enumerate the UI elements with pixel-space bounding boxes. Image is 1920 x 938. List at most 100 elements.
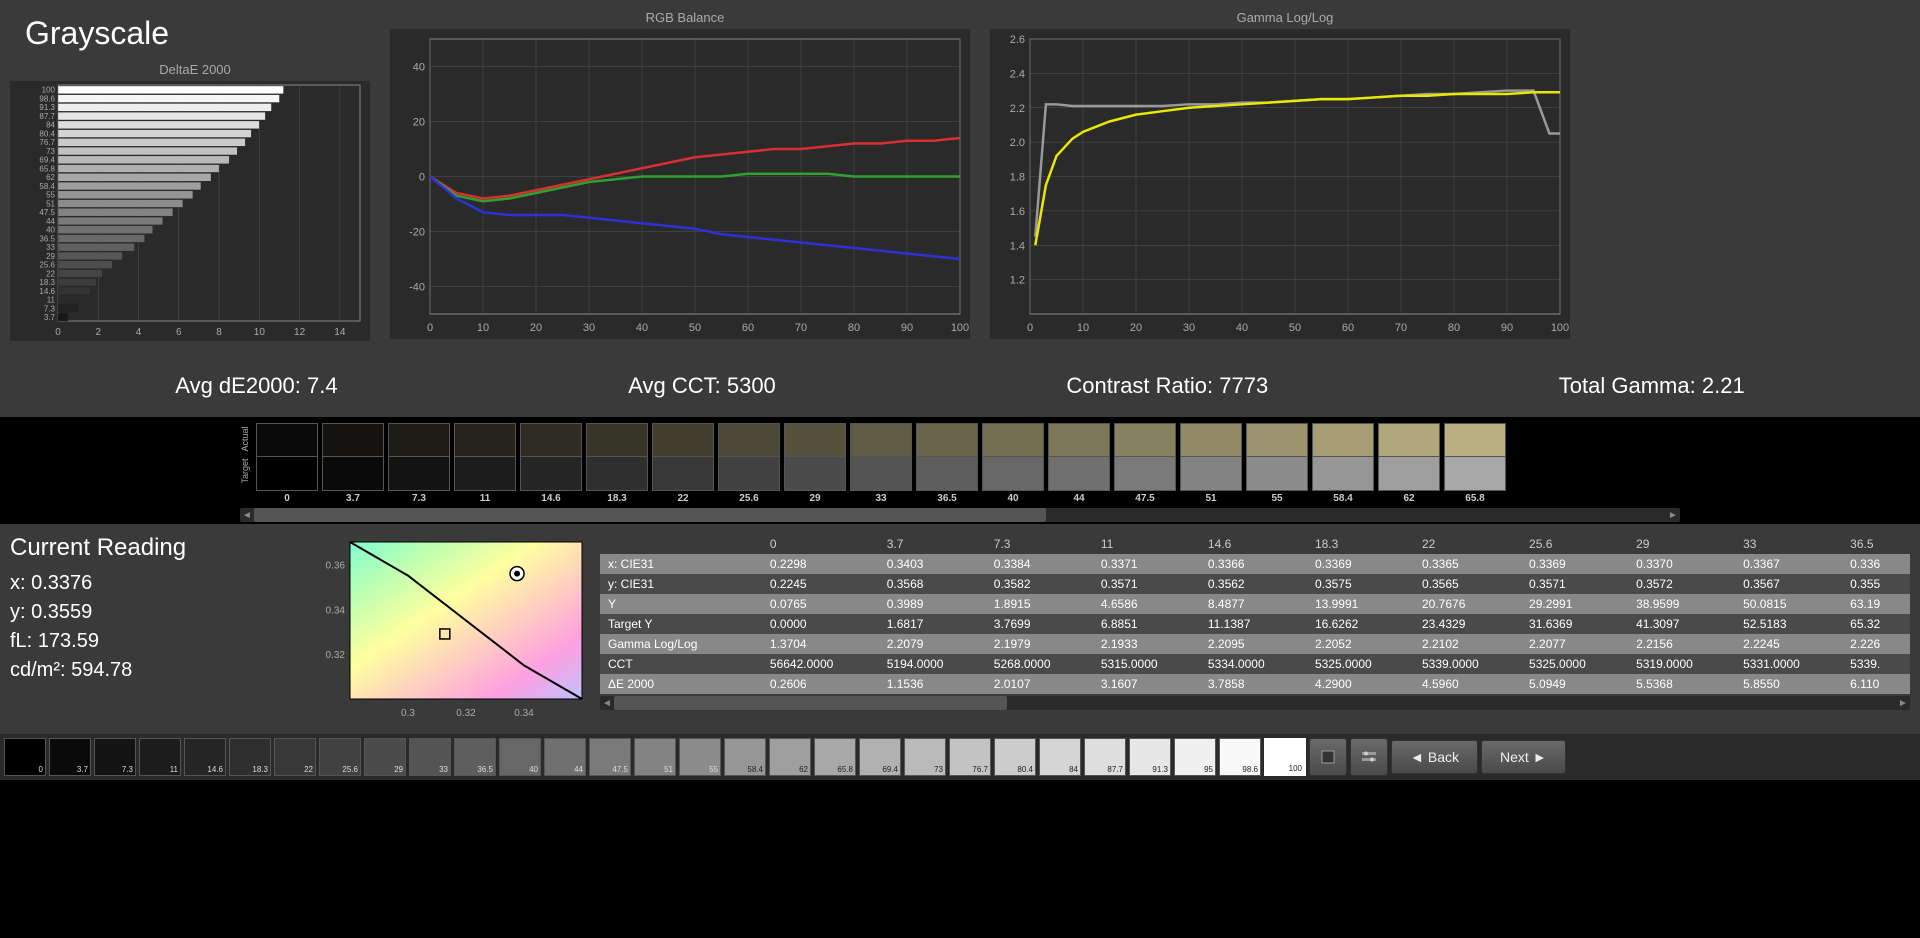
page-title: Grayscale <box>25 15 365 52</box>
mini-swatch[interactable]: 51 <box>634 738 676 776</box>
stat-contrast-label: Contrast Ratio: <box>1066 373 1213 398</box>
mini-swatch[interactable]: 84 <box>1039 738 1081 776</box>
scroll-left-icon[interactable]: ◄ <box>240 508 254 522</box>
mini-swatch[interactable]: 40 <box>499 738 541 776</box>
mini-swatch[interactable]: 29 <box>364 738 406 776</box>
mini-swatch[interactable]: 7.3 <box>94 738 136 776</box>
swatch-cell[interactable]: 44 <box>1048 423 1110 504</box>
swatch-cell[interactable]: 22 <box>652 423 714 504</box>
mini-swatch[interactable]: 58.4 <box>724 738 766 776</box>
swatch-scrollbar[interactable]: ◄ ► <box>240 508 1680 522</box>
mini-swatch[interactable]: 47.5 <box>589 738 631 776</box>
swatch-cell[interactable]: 62 <box>1378 423 1440 504</box>
stats-row: Avg dE2000: 7.4 Avg CCT: 5300 Contrast R… <box>10 365 1910 407</box>
mini-swatch[interactable]: 65.8 <box>814 738 856 776</box>
swatch-cell[interactable]: 47.5 <box>1114 423 1176 504</box>
svg-text:36.5: 36.5 <box>39 234 55 243</box>
svg-text:29: 29 <box>46 252 55 261</box>
swatch-cell[interactable]: 36.5 <box>916 423 978 504</box>
svg-text:20: 20 <box>413 117 425 129</box>
mini-swatch-value: 95 <box>1204 765 1213 774</box>
swatch-cell[interactable]: 7.3 <box>388 423 450 504</box>
mini-swatch[interactable]: 11 <box>139 738 181 776</box>
svg-text:0.32: 0.32 <box>326 650 346 661</box>
mini-swatch[interactable]: 76.7 <box>949 738 991 776</box>
svg-text:0.32: 0.32 <box>456 708 476 719</box>
svg-text:14: 14 <box>334 327 346 338</box>
svg-text:70: 70 <box>1395 322 1407 334</box>
swatch-cell[interactable]: 33 <box>850 423 912 504</box>
mini-swatch[interactable]: 22 <box>274 738 316 776</box>
mini-swatch-value: 58.4 <box>747 765 763 774</box>
mini-swatch[interactable]: 87.7 <box>1084 738 1126 776</box>
next-button[interactable]: Next► <box>1481 740 1566 774</box>
mini-swatch-value: 65.8 <box>837 765 853 774</box>
svg-text:90: 90 <box>901 322 913 334</box>
mini-swatch-value: 76.7 <box>972 765 988 774</box>
mini-swatch[interactable]: 14.6 <box>184 738 226 776</box>
mini-swatch[interactable]: 100 <box>1264 738 1306 776</box>
swatch-cell[interactable]: 25.6 <box>718 423 780 504</box>
swatch-value: 7.3 <box>388 493 450 504</box>
swatch-value: 18.3 <box>586 493 648 504</box>
mini-swatch[interactable]: 62 <box>769 738 811 776</box>
swatch-cell[interactable]: 3.7 <box>322 423 384 504</box>
svg-text:3.7: 3.7 <box>44 313 56 322</box>
swatch-cell[interactable]: 14.6 <box>520 423 582 504</box>
table-header: 11 <box>1093 534 1200 554</box>
scroll-right-icon[interactable]: ► <box>1666 508 1680 522</box>
table-header: 7.3 <box>986 534 1093 554</box>
data-table: 03.77.31114.618.32225.6293336.5x: CIE310… <box>600 534 1910 724</box>
rgb-panel: RGB Balance 0102030405060708090100-40-20… <box>390 10 980 365</box>
scroll-left-icon[interactable]: ◄ <box>600 696 614 710</box>
svg-text:50: 50 <box>1289 322 1301 334</box>
svg-text:2.4: 2.4 <box>1010 68 1025 80</box>
svg-text:20: 20 <box>1130 322 1142 334</box>
svg-text:98.6: 98.6 <box>39 94 55 103</box>
stop-icon[interactable] <box>1309 738 1347 776</box>
swatch-cell[interactable]: 55 <box>1246 423 1308 504</box>
swatch-cell[interactable]: 40 <box>982 423 1044 504</box>
mini-swatch[interactable]: 44 <box>544 738 586 776</box>
swatch-cell[interactable]: 18.3 <box>586 423 648 504</box>
stat-cct-value: 5300 <box>727 373 776 398</box>
scroll-right-icon[interactable]: ► <box>1896 696 1910 710</box>
back-button[interactable]: ◄Back <box>1391 740 1478 774</box>
swatch-cell[interactable]: 0 <box>256 423 318 504</box>
table-row: CCT56642.00005194.00005268.00005315.0000… <box>600 654 1910 674</box>
settings-icon[interactable] <box>1350 738 1388 776</box>
svg-text:0.36: 0.36 <box>326 560 346 571</box>
mini-swatch-value: 62 <box>799 765 808 774</box>
swatch-cell[interactable]: 51 <box>1180 423 1242 504</box>
mini-swatch[interactable]: 98.6 <box>1219 738 1261 776</box>
svg-text:100: 100 <box>951 322 969 334</box>
mini-swatch[interactable]: 91.3 <box>1129 738 1171 776</box>
svg-text:2.2: 2.2 <box>1010 103 1025 115</box>
stat-cct-label: Avg CCT: <box>628 373 721 398</box>
mini-swatch[interactable]: 0 <box>4 738 46 776</box>
mini-swatch[interactable]: 3.7 <box>49 738 91 776</box>
mini-swatch[interactable]: 18.3 <box>229 738 271 776</box>
cie-chart-panel: 0.30.320.340.320.340.36 <box>310 534 590 724</box>
swatch-cell[interactable]: 11 <box>454 423 516 504</box>
mini-swatch[interactable]: 25.6 <box>319 738 361 776</box>
table-scrollbar[interactable]: ◄ ► <box>600 696 1910 710</box>
mini-swatch[interactable]: 69.4 <box>859 738 901 776</box>
reading-cdm2-value: 594.78 <box>71 659 132 681</box>
mini-swatch[interactable]: 80.4 <box>994 738 1036 776</box>
mini-swatch[interactable]: 36.5 <box>454 738 496 776</box>
reading-fl-value: 173.59 <box>38 630 99 652</box>
mini-swatch[interactable]: 95 <box>1174 738 1216 776</box>
mini-swatch[interactable]: 33 <box>409 738 451 776</box>
swatch-cell[interactable]: 58.4 <box>1312 423 1374 504</box>
svg-text:2.0: 2.0 <box>1010 137 1025 149</box>
mini-swatch[interactable]: 73 <box>904 738 946 776</box>
mini-swatch-value: 84 <box>1069 765 1078 774</box>
rgb-balance-chart: 0102030405060708090100-40-2002040 <box>390 29 970 339</box>
mini-swatch[interactable]: 55 <box>679 738 721 776</box>
reading-cdm2-label: cd/m²: <box>10 659 66 681</box>
swatch-cell[interactable]: 29 <box>784 423 846 504</box>
swatch-cell[interactable]: 65.8 <box>1444 423 1506 504</box>
table-header: 3.7 <box>879 534 986 554</box>
stat-de-value: 7.4 <box>307 373 338 398</box>
